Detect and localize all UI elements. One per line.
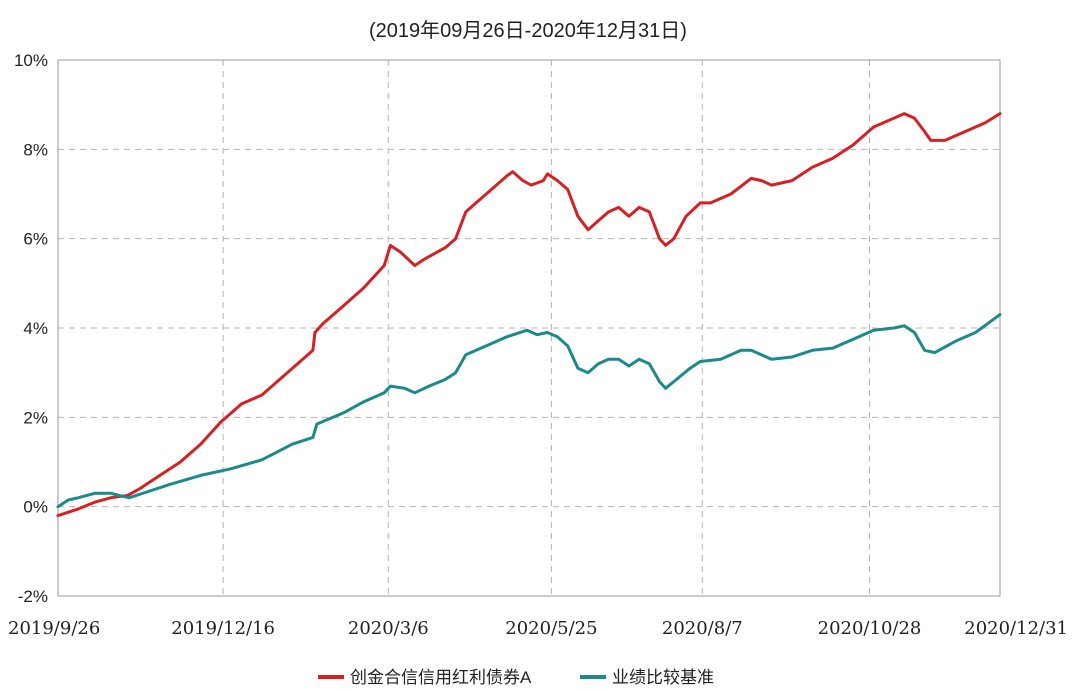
x-tick-label: 2020/3/6 [348,618,429,639]
series-line-1 [56,112,1002,518]
x-tick-label: 2020/12/31 [964,618,1068,639]
plot-area-frame [57,59,1001,597]
y-tick-label: 2% [23,408,48,427]
y-tick-label: 0% [23,498,48,517]
axes [57,59,1001,597]
y-tick-label: 10% [14,51,48,70]
y-tick-label: 8% [23,140,48,159]
series-lines [56,112,1002,518]
chart-title: (2019年09月26日-2020年12月31日) [369,19,687,42]
y-tick-label: -2% [18,587,48,606]
legend-label-1: 创金合信信用红利债券A [350,668,532,687]
x-axis-ticks: 2019/9/26 2019/12/16 2020/3/6 2020/5/25 2020… [8,618,1068,639]
x-tick-label: 2020/10/28 [818,618,922,639]
x-tick-label: 2020/5/25 [505,618,597,639]
x-tick-label: 2019/9/26 [8,618,100,639]
legend-label-2: 业绩比较基准 [612,668,714,687]
series-line-2 [56,313,1002,509]
x-tick-label: 2020/8/7 [662,618,743,639]
y-tick-label: 4% [23,319,48,338]
y-tick-label: 6% [23,230,48,249]
x-tick-label: 2019/12/16 [171,618,275,639]
grid-lines [58,60,1000,596]
y-axis-ticks: 10% 8% 6% 4% 2% 0% -2% [14,51,48,606]
legend: 创金合信信用红利债券A 业绩比较基准 [318,668,714,687]
